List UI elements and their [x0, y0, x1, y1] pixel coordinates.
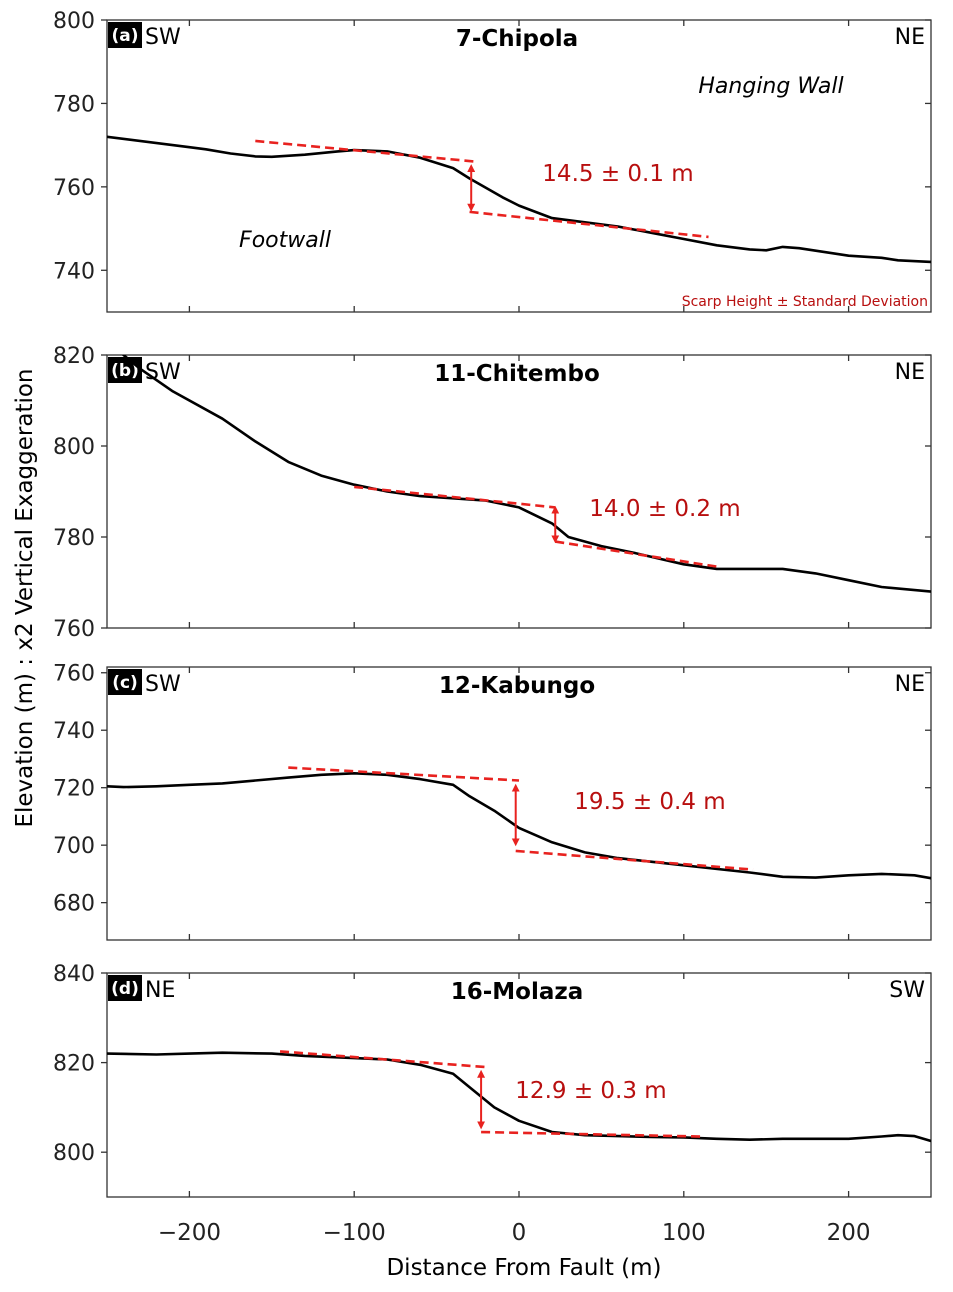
- y-tick-label: 820: [53, 1052, 95, 1077]
- y-tick-label: 740: [53, 719, 95, 744]
- panel-title: 7-Chipola: [456, 26, 578, 52]
- panel-letter: (c): [112, 673, 138, 693]
- right-direction-label: NE: [895, 360, 925, 385]
- panel-2: 760 780 800 820 (b) SW NE 11-Chitembo 14.0 ± 0.2…: [53, 344, 932, 642]
- y-tick-label: 800: [53, 9, 95, 34]
- panel-3: 680 700 720 740 760 (c) SW NE 12-Kabungo 19.5 ± 0…: [53, 662, 932, 941]
- lower-fit-line: [515, 849, 754, 871]
- y-tick-label: 720: [53, 777, 95, 802]
- y-tick-label: 760: [53, 662, 95, 687]
- upper-fit-line: [255, 139, 478, 164]
- lower-fit-line: [469, 210, 709, 239]
- right-direction-label: NE: [895, 672, 925, 697]
- scarp-height-label: 19.5 ± 0.4 m: [574, 789, 725, 815]
- panel-letter-badge: [108, 669, 142, 695]
- right-direction-label: NE: [895, 25, 925, 50]
- elevation-profile-line: [107, 135, 931, 264]
- x-tick-label: −200: [158, 1220, 221, 1246]
- y-tick-label: 700: [53, 834, 95, 859]
- y-tick-label: 820: [53, 344, 95, 369]
- panels-group: 740 760 780 800 (a) SW NE 7-Chipola 14.5 ± 0.1 m…: [53, 9, 932, 1246]
- x-tick-label: −100: [323, 1220, 386, 1246]
- panel-letter-badge: [108, 975, 142, 1001]
- y-tick-label: 780: [53, 92, 95, 117]
- y-tick-label: 780: [53, 526, 95, 551]
- panel-letter: (d): [111, 979, 139, 999]
- plot-area: [107, 766, 931, 880]
- y-tick-label: 760: [53, 617, 95, 642]
- plot-area: [122, 355, 931, 593]
- plot-frame: [106, 666, 932, 941]
- x-tick-label: 0: [512, 1220, 527, 1246]
- plot-area: [107, 135, 931, 264]
- elevation-profile-line: [107, 1051, 931, 1143]
- upper-fit-line: [354, 485, 556, 509]
- scarp-height-label: 14.5 ± 0.1 m: [542, 161, 693, 187]
- y-tick-label: 740: [53, 259, 95, 284]
- panel-1: 740 760 780 800 (a) SW NE 7-Chipola 14.5 ± 0.1 m…: [53, 9, 932, 313]
- footwall-label: Footwall: [239, 228, 331, 253]
- y-axis-title: Elevation (m) : x2 Vertical Exaggeration: [12, 368, 38, 827]
- x-tick-label: 200: [827, 1220, 871, 1246]
- plot-frame: [106, 19, 932, 313]
- x-axis-title: Distance From Fault (m): [386, 1255, 661, 1281]
- y-tick-label: 680: [53, 892, 95, 917]
- scarp-height-note: Scarp Height ± Standard Deviation: [682, 294, 928, 310]
- elevation-profile-line: [107, 772, 931, 880]
- panel-title: 11-Chitembo: [434, 361, 600, 387]
- upper-fit-line: [279, 1050, 487, 1069]
- panel-4: 800 820 840 (d) NE SW 16-Molaza 12.9 ± 0.3 m −20…: [53, 962, 932, 1246]
- y-tick-label: 760: [53, 176, 95, 201]
- panel-letter: (b): [111, 361, 139, 381]
- lower-fit-line: [481, 1130, 701, 1138]
- plot-area: [107, 1050, 931, 1143]
- y-tick-label: 800: [53, 1141, 95, 1166]
- left-direction-label: SW: [145, 25, 181, 50]
- plot-frame: [106, 354, 932, 629]
- panel-letter: (a): [111, 26, 138, 46]
- scarp-height-label: 12.9 ± 0.3 m: [515, 1078, 666, 1104]
- y-tick-label: 840: [53, 962, 95, 987]
- left-direction-label: SW: [145, 672, 181, 697]
- left-direction-label: NE: [145, 978, 175, 1003]
- panel-title: 16-Molaza: [451, 979, 584, 1005]
- panel-title: 12-Kabungo: [439, 673, 595, 699]
- scarp-height-label: 14.0 ± 0.2 m: [589, 496, 740, 522]
- right-direction-label: SW: [889, 978, 925, 1003]
- y-tick-label: 800: [53, 435, 95, 460]
- elevation-profile-line: [122, 355, 931, 593]
- panel-letter-badge: [108, 357, 142, 383]
- panel-letter-badge: [108, 22, 142, 48]
- upper-fit-line: [288, 766, 520, 782]
- left-direction-label: SW: [145, 360, 181, 385]
- x-tick-label: 100: [662, 1220, 706, 1246]
- hanging-wall-label: Hanging Wall: [698, 74, 843, 99]
